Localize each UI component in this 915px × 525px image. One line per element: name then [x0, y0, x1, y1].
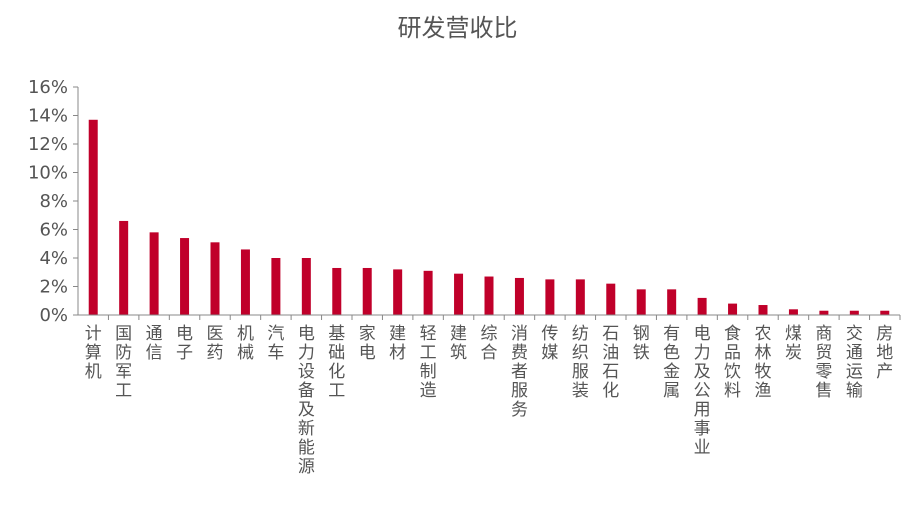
bar — [880, 310, 890, 315]
y-tick-label: 16% — [28, 77, 68, 98]
x-category-label: 医药 — [207, 324, 224, 363]
x-category-label: 基础化工 — [328, 324, 345, 401]
y-tick-label: 14% — [28, 106, 68, 127]
bar — [728, 303, 738, 315]
bar — [758, 305, 768, 315]
x-category-label: 煤炭 — [785, 324, 802, 363]
bar — [606, 283, 616, 315]
x-category-label: 石油石化 — [602, 324, 619, 401]
chart-title: 研发营收比 — [397, 14, 518, 42]
x-category-label: 建筑 — [450, 324, 467, 363]
bar — [332, 267, 342, 315]
y-tick-label: 2% — [39, 277, 68, 298]
bar — [484, 276, 494, 315]
x-category-label: 通信 — [146, 324, 163, 363]
x-category-label: 电子 — [176, 324, 193, 363]
x-category-label: 消费者服务 — [511, 324, 528, 420]
bar — [423, 270, 433, 315]
bar — [149, 232, 159, 315]
x-category-label: 房地产 — [876, 324, 893, 382]
bar — [788, 309, 798, 315]
y-tick-label: 10% — [28, 163, 68, 184]
bar — [301, 258, 311, 315]
x-category-label: 轻工制造 — [420, 324, 437, 401]
bars-group — [88, 119, 890, 316]
x-axis: 计算机国防军工通信电子医药机械汽车电力设备及新能源基础化工家电建材轻工制造建筑综… — [78, 314, 901, 477]
y-axis: 0% 2% 4% 6% 8% 10% 12% 14% 16% — [28, 77, 79, 326]
bar — [667, 289, 677, 315]
x-category-label: 有色金属 — [663, 324, 680, 401]
bar — [545, 279, 555, 315]
bar — [88, 119, 98, 316]
y-tick-label: 6% — [39, 220, 68, 241]
y-tick-label: 12% — [28, 134, 68, 155]
y-tick-label: 0% — [39, 305, 68, 326]
bar — [454, 273, 464, 315]
bar — [697, 297, 707, 315]
x-category-label: 纺织服装 — [572, 324, 589, 401]
x-category-label: 家电 — [359, 324, 376, 363]
bar — [362, 267, 372, 315]
bar — [849, 310, 859, 315]
bar — [210, 242, 220, 315]
bar — [180, 238, 190, 315]
x-category-label: 商贸零售 — [815, 324, 832, 401]
x-category-label: 食品饮料 — [724, 324, 741, 401]
bar — [819, 310, 829, 315]
bar — [119, 220, 129, 315]
y-tick-label: 8% — [39, 191, 68, 212]
x-category-label: 农林牧渔 — [755, 324, 772, 401]
x-category-label: 电力设备及新能源 — [298, 324, 315, 477]
bar — [271, 258, 281, 315]
x-category-label: 建材 — [389, 324, 406, 363]
bar — [240, 249, 250, 315]
x-category-label: 传媒 — [541, 324, 558, 363]
y-tick-label: 4% — [39, 248, 68, 269]
x-category-label: 电力及公用事业 — [694, 324, 711, 458]
bar — [514, 277, 524, 315]
bar — [575, 279, 585, 315]
x-category-label: 机械 — [237, 324, 254, 363]
x-category-label: 交通运输 — [846, 324, 863, 401]
bar — [393, 269, 403, 315]
x-category-label: 国防军工 — [115, 324, 132, 401]
x-category-label: 综合 — [481, 324, 498, 363]
x-category-label: 汽车 — [267, 324, 284, 363]
x-category-label: 钢铁 — [633, 324, 650, 363]
x-category-label: 计算机 — [85, 324, 102, 382]
bar — [636, 289, 646, 315]
